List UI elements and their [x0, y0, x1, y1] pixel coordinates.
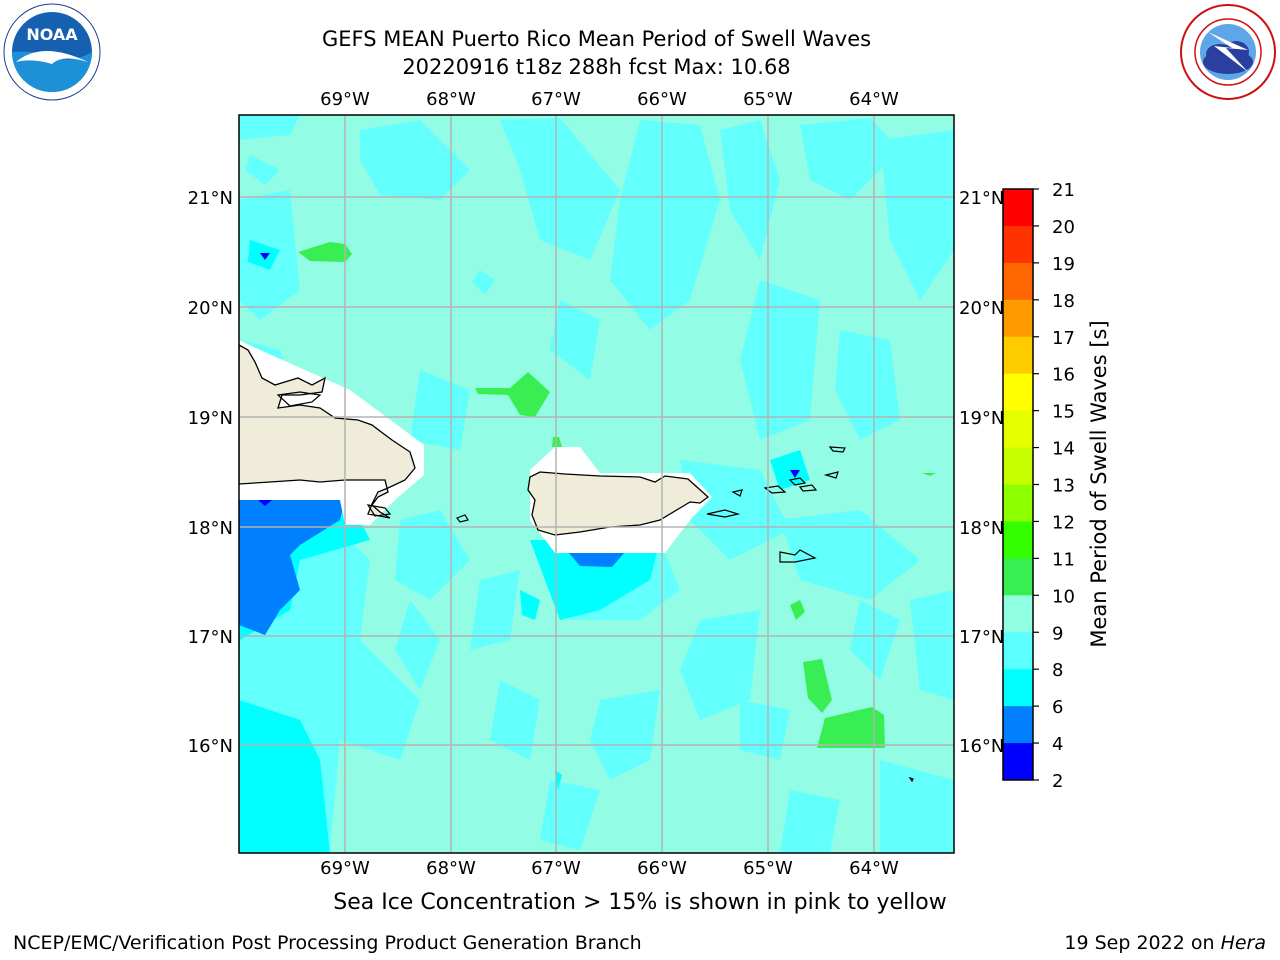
small-islands	[276, 391, 914, 783]
lat-label-right: 17°N	[959, 627, 1004, 648]
colorbar-tick-label: 12	[1052, 512, 1075, 533]
swell-4-6-regions	[239, 500, 625, 635]
lon-label-top: 65°W	[743, 89, 793, 110]
chart-title: GEFS MEAN Puerto Rico Mean Period of Swe…	[321, 27, 872, 51]
lat-label-right: 18°N	[959, 518, 1004, 539]
colorbar-swatch	[1003, 743, 1033, 781]
noaa-logo-text: NOAA	[26, 25, 78, 44]
map-frame	[238, 114, 955, 854]
colorbar-tick-label: 10	[1052, 586, 1075, 607]
colorbar-swatch	[1003, 299, 1033, 338]
colorbar-tick-label: 13	[1052, 476, 1075, 497]
colorbar-tick-label: 15	[1052, 402, 1075, 423]
lon-label-bottom: 67°W	[531, 858, 581, 879]
lon-label-top: 68°W	[426, 89, 476, 110]
colorbar-swatch	[1003, 669, 1033, 707]
colorbar-tick-label: 2	[1052, 771, 1063, 792]
map-plot-area	[239, 115, 954, 853]
colorbar-swatch	[1003, 521, 1033, 559]
puerto-rico	[527, 471, 710, 536]
hispaniola	[239, 344, 416, 519]
lat-label-left: 21°N	[188, 188, 233, 209]
lon-label-bottom: 64°W	[849, 858, 899, 879]
colorbar-swatch	[1003, 447, 1033, 485]
colorbar-swatch	[1003, 225, 1033, 264]
lat-label-right: 20°N	[959, 298, 1004, 319]
colorbar-swatch	[1003, 706, 1033, 744]
sea-ice-annotation: Sea Ice Concentration > 15% is shown in …	[333, 890, 947, 915]
colorbar-swatch	[1003, 632, 1033, 670]
colorbar-tick-label: 11	[1052, 549, 1075, 570]
colorbar-swatch	[1003, 410, 1033, 449]
colorbar-tick-label: 19	[1052, 254, 1075, 275]
map-gridlines	[239, 115, 954, 853]
colorbar-tick-label: 21	[1052, 180, 1075, 201]
swell-10-11-regions	[298, 242, 936, 748]
colorbar: 21 20 19 18 17 16 15 14 13 12 11 10 9 8 6 4 2	[1002, 180, 1075, 792]
lon-label-top: 69°W	[320, 89, 370, 110]
colorbar-tick-label: 8	[1052, 660, 1063, 681]
lat-label-left: 17°N	[188, 627, 233, 648]
colorbar-tick-label: 20	[1052, 217, 1075, 238]
footer-date-text: 19 Sep 2022 on	[1064, 932, 1215, 954]
colorbar-tick-label: 17	[1052, 328, 1075, 349]
lat-label-left: 18°N	[188, 518, 233, 539]
colorbar-tick-label: 4	[1052, 734, 1063, 755]
lat-label-right: 19°N	[959, 408, 1004, 429]
colorbar-tick-label: 18	[1052, 291, 1075, 312]
colorbar-swatch	[1003, 595, 1033, 633]
chart-subtitle: 20220916 t18z 288h fcst Max: 10.68	[402, 55, 791, 79]
lon-label-top: 67°W	[531, 89, 581, 110]
footer-date: 19 Sep 2022 on Hera	[1064, 932, 1266, 954]
footer-machine: Hera	[1220, 932, 1266, 954]
colorbar-swatch	[1003, 373, 1033, 412]
colorbar-tick-label: 16	[1052, 365, 1075, 386]
colorbar-swatch	[1003, 558, 1033, 596]
colorbar-tick-label: 9	[1052, 623, 1063, 644]
lat-label-left: 16°N	[188, 736, 233, 757]
colorbar-label: Mean Period of Swell Waves [s]	[1087, 320, 1111, 647]
colorbar-swatch	[1003, 189, 1033, 227]
lat-label-right: 21°N	[959, 188, 1004, 209]
lat-label-left: 20°N	[188, 298, 233, 319]
lat-label-right: 16°N	[959, 736, 1004, 757]
lon-label-top: 66°W	[637, 89, 687, 110]
footer-credit: NCEP/EMC/Verification Post Processing Pr…	[13, 932, 642, 954]
lon-label-bottom: 68°W	[426, 858, 476, 879]
colorbar-swatch	[1003, 336, 1033, 375]
noaa-logo-icon: NOAA	[3, 3, 101, 101]
lon-label-top: 64°W	[849, 89, 899, 110]
lat-label-left: 19°N	[188, 408, 233, 429]
map-axis-labels: 69°W 69°W 68°W 68°W 67°W 67°W 66°W 66°W 65°W 65°W…	[188, 89, 1005, 879]
lon-label-bottom: 65°W	[743, 858, 793, 879]
lon-label-bottom: 69°W	[320, 858, 370, 879]
colorbar-swatch	[1003, 484, 1033, 522]
swell-2-4-regions	[258, 253, 800, 506]
nws-logo-icon	[1180, 4, 1276, 100]
colorbar-tick-label: 14	[1052, 439, 1075, 460]
colorbar-swatch	[1003, 262, 1033, 301]
lon-label-bottom: 66°W	[637, 858, 687, 879]
colorbar-tick-label: 6	[1052, 697, 1063, 718]
